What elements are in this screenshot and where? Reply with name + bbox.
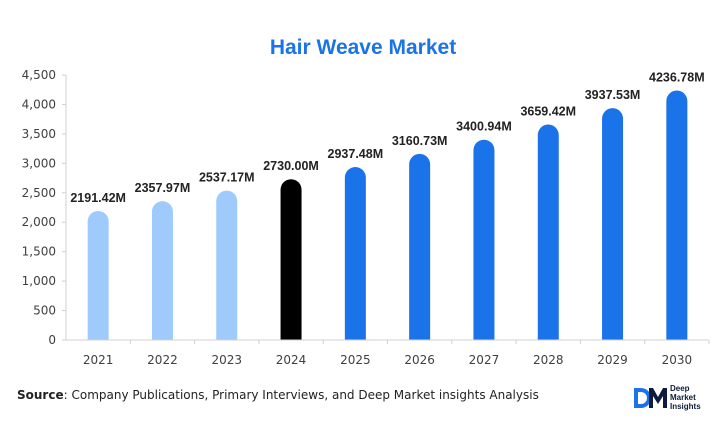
y-tick-label: 2,000 [22, 215, 56, 229]
y-tick-label: 1,000 [22, 274, 56, 288]
data-label-2026: 3160.73M [392, 134, 448, 148]
bar-2029 [602, 108, 624, 341]
brand-name: Deep Market Insights [670, 384, 701, 411]
source-note: Source: Company Publications, Primary In… [17, 388, 539, 402]
brand-logo: Deep Market Insights [632, 384, 712, 414]
x-tick-label-2030: 2030 [662, 353, 693, 367]
y-tick-label: 1,500 [22, 245, 56, 259]
y-tick-label: 3,500 [22, 127, 56, 141]
bar-2023 [216, 190, 238, 340]
dm-logo-icon [634, 388, 667, 408]
data-label-2024: 2730.00M [263, 159, 319, 173]
y-tick-label: 500 [33, 304, 56, 318]
data-label-2030: 4236.78M [649, 71, 705, 85]
data-label-2028: 3659.42M [520, 105, 576, 119]
x-tick-label-2027: 2027 [469, 353, 500, 367]
x-tick-label-2028: 2028 [533, 353, 564, 367]
bar-2028 [537, 124, 559, 340]
data-label-2025: 2937.48M [328, 147, 384, 161]
x-tick-label-2021: 2021 [83, 353, 114, 367]
data-label-2029: 3937.53M [585, 88, 641, 102]
y-tick-label: 4,500 [22, 68, 56, 82]
bar-2021 [87, 210, 109, 340]
x-tick-label-2022: 2022 [147, 353, 178, 367]
x-tick-label-2026: 2026 [404, 353, 435, 367]
source-key: Source [17, 388, 64, 402]
chart-title: Hair Weave Market [269, 36, 457, 59]
y-axis: 0 500 1,000 1,500 2,000 2,500 3,000 3,500 4,000 4… [22, 68, 67, 347]
bars [87, 90, 688, 341]
data-label-2027: 3400.94M [456, 120, 512, 134]
bar-2025 [344, 167, 366, 340]
y-tick-label: 0 [48, 333, 56, 347]
bar-2022 [151, 201, 173, 340]
x-tick-label-2029: 2029 [597, 353, 628, 367]
source-text: : Company Publications, Primary Intervie… [63, 388, 539, 402]
bar-2026 [409, 153, 431, 340]
y-tick-label: 2,500 [22, 186, 56, 200]
data-label-2021: 2191.42M [70, 191, 126, 205]
brand-line-3: Insights [670, 402, 701, 411]
brand-line-2: Market [670, 393, 696, 402]
x-axis: 2021 2022 2023 2024 2025 2026 2027 2028 2029 2030 [66, 339, 710, 367]
y-tick-label: 3,000 [22, 156, 56, 170]
brand-line-1: Deep [670, 384, 690, 393]
data-label-2022: 2357.97M [135, 181, 191, 195]
x-tick-label-2025: 2025 [340, 353, 371, 367]
y-tick-label: 4,000 [22, 97, 56, 111]
bar-chart: 0 500 1,000 1,500 2,000 2,500 3,000 3,500 4,000 4… [22, 68, 710, 367]
bar-2027 [473, 139, 495, 340]
data-labels: 2191.42M 2357.97M 2537.17M 2730.00M 2937.48M… [70, 71, 704, 205]
data-label-2023: 2537.17M [199, 171, 255, 185]
x-tick-label-2024: 2024 [276, 353, 307, 367]
bar-2024 [280, 179, 302, 340]
x-tick-label-2023: 2023 [211, 353, 242, 367]
bar-2030 [666, 90, 688, 340]
